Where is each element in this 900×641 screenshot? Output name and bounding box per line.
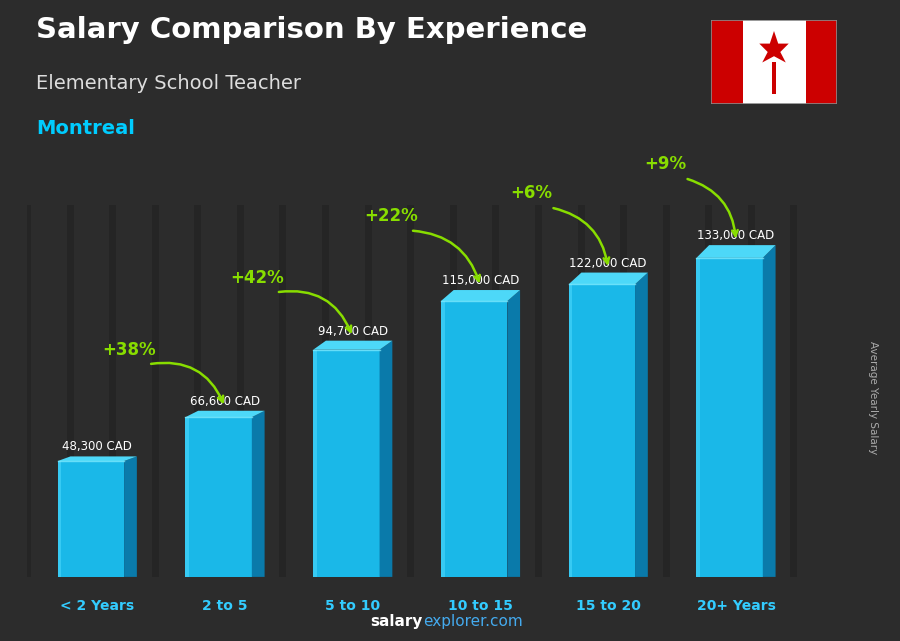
Polygon shape: [441, 290, 520, 301]
Polygon shape: [697, 258, 763, 577]
Text: < 2 Years: < 2 Years: [60, 599, 134, 613]
Polygon shape: [711, 21, 837, 104]
Polygon shape: [58, 461, 124, 577]
Polygon shape: [58, 456, 137, 461]
Text: Average Yearly Salary: Average Yearly Salary: [868, 341, 878, 454]
Text: 48,300 CAD: 48,300 CAD: [62, 440, 132, 453]
Text: Salary Comparison By Experience: Salary Comparison By Experience: [36, 16, 587, 44]
Polygon shape: [806, 21, 837, 104]
Text: 20+ Years: 20+ Years: [697, 599, 776, 613]
Polygon shape: [569, 272, 648, 284]
Text: +42%: +42%: [230, 269, 284, 287]
Polygon shape: [380, 340, 392, 577]
Polygon shape: [760, 31, 788, 63]
Polygon shape: [772, 63, 776, 94]
Text: 15 to 20: 15 to 20: [576, 599, 641, 613]
Polygon shape: [313, 340, 392, 350]
Polygon shape: [763, 245, 776, 577]
Text: Montreal: Montreal: [36, 119, 135, 138]
Text: explorer.com: explorer.com: [423, 615, 523, 629]
Polygon shape: [635, 272, 648, 577]
Text: 94,700 CAD: 94,700 CAD: [318, 325, 388, 338]
Polygon shape: [313, 350, 317, 577]
Polygon shape: [441, 301, 508, 577]
Text: +6%: +6%: [510, 184, 553, 202]
Polygon shape: [185, 417, 252, 577]
Polygon shape: [313, 350, 380, 577]
Text: +38%: +38%: [103, 341, 156, 359]
Text: 66,600 CAD: 66,600 CAD: [190, 395, 260, 408]
Polygon shape: [711, 21, 742, 104]
Text: +22%: +22%: [364, 207, 418, 225]
Polygon shape: [697, 258, 700, 577]
Polygon shape: [58, 461, 61, 577]
Polygon shape: [508, 290, 520, 577]
Text: salary: salary: [371, 615, 423, 629]
Text: Elementary School Teacher: Elementary School Teacher: [36, 74, 301, 93]
Text: +9%: +9%: [644, 154, 687, 172]
Polygon shape: [441, 301, 445, 577]
Polygon shape: [185, 417, 189, 577]
Text: 5 to 10: 5 to 10: [325, 599, 381, 613]
Text: 2 to 5: 2 to 5: [202, 599, 248, 613]
Polygon shape: [569, 284, 572, 577]
Polygon shape: [697, 245, 776, 258]
Text: 10 to 15: 10 to 15: [448, 599, 513, 613]
Polygon shape: [185, 411, 265, 417]
Polygon shape: [569, 284, 635, 577]
Text: 133,000 CAD: 133,000 CAD: [698, 229, 775, 242]
Text: 115,000 CAD: 115,000 CAD: [442, 274, 519, 287]
Polygon shape: [252, 411, 265, 577]
Text: 122,000 CAD: 122,000 CAD: [570, 256, 647, 270]
Polygon shape: [124, 456, 137, 577]
